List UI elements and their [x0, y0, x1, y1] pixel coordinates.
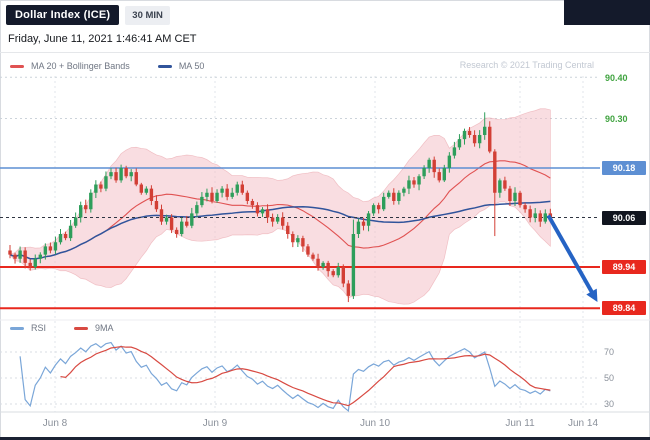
rsi-ma-legend-label: 9MA: [95, 323, 114, 333]
ma20-legend-label: MA 20 + Bollinger Bands: [31, 61, 130, 71]
xaxis-label-jun14: Jun 14: [567, 418, 599, 429]
price-level-label-90-40: 90.40: [605, 73, 628, 83]
xaxis-label-jun8: Jun 8: [42, 418, 68, 429]
ma20-legend-swatch: [10, 64, 24, 68]
header: Dollar Index (ICE) 30 MIN: [6, 5, 170, 25]
xaxis-label-jun9: Jun 9: [202, 418, 228, 429]
xaxis-label-jun11: Jun 11: [505, 418, 535, 429]
main-chart-legend: MA 20 + Bollinger Bands MA 50: [10, 61, 204, 71]
rsi-ma-legend-swatch: [74, 326, 89, 330]
rsi-legend-label: RSI: [31, 323, 47, 333]
rsi-tick-30: 30: [604, 399, 615, 409]
price-level-badge-89-94: 89.94: [602, 260, 646, 274]
instrument-title: Dollar Index (ICE): [6, 5, 120, 25]
price-level-badge-90-06: 90.06: [602, 211, 646, 225]
price-level-badge-89-84: 89.84: [602, 301, 646, 315]
watermark: Research © 2021 Trading Central: [459, 60, 594, 70]
rsi-legend: RSI 9MA: [10, 323, 114, 333]
chart-timestamp: Friday, June 11, 2021 1:46:41 AM CET: [8, 33, 197, 45]
rsi-tick-50: 50: [604, 373, 615, 383]
ma50-legend-label: MA 50: [178, 61, 205, 71]
ma50-legend-swatch: [157, 64, 172, 68]
price-level-label-90-30: 90.30: [605, 114, 628, 124]
rsi-legend-swatch: [10, 326, 24, 330]
rsi-tick-70: 70: [604, 347, 615, 357]
xaxis-label-jun10: Jun 10: [359, 418, 391, 429]
price-level-badge-90-18: 90.18: [602, 161, 646, 175]
header-divider: [0, 52, 650, 53]
timeframe-badge: 30 MIN: [125, 5, 170, 25]
brand-logo-block: [564, 0, 650, 25]
bottom-edge-bar: [0, 437, 650, 440]
